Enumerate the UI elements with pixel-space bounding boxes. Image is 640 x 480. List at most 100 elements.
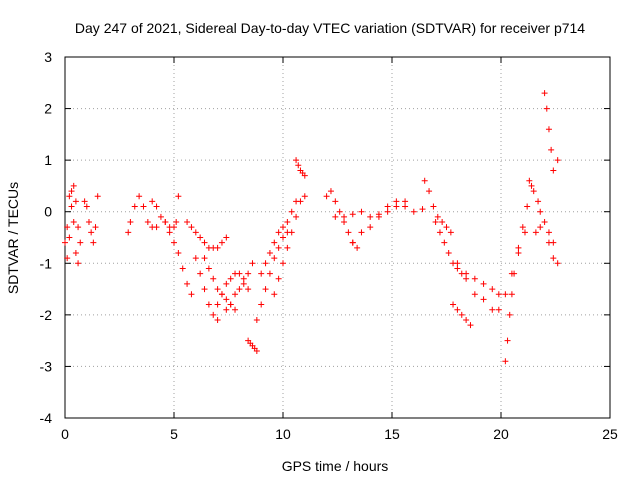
data-point: [223, 234, 230, 241]
data-point: [223, 306, 230, 313]
data-point: [153, 203, 160, 210]
y-axis-label: SDTVAR / TECUs: [5, 182, 21, 294]
series-arc-y: [502, 182, 535, 365]
data-point: [218, 291, 225, 298]
data-point: [521, 229, 528, 236]
data-point: [454, 260, 461, 267]
data-point: [554, 157, 561, 164]
data-point: [345, 229, 352, 236]
data-point: [92, 224, 99, 231]
data-point: [192, 229, 199, 236]
series-arc-aa: [532, 219, 557, 246]
data-point: [72, 198, 79, 205]
data-point: [495, 306, 502, 313]
data-point: [62, 239, 68, 246]
x-tick-label: 25: [602, 426, 618, 442]
data-point: [245, 286, 252, 293]
y-tick-label: 3: [44, 49, 52, 65]
series-arc-d: [125, 193, 160, 236]
data-point: [144, 219, 151, 226]
data-point: [275, 275, 282, 282]
data-point: [214, 286, 221, 293]
plot-frame: [64, 56, 611, 419]
series-arc-a: [62, 188, 82, 267]
data-point: [545, 229, 552, 236]
data-point: [192, 255, 199, 262]
data-point: [66, 193, 73, 200]
data-point: [471, 275, 478, 282]
series-arc-c: [81, 193, 101, 246]
data-point: [253, 347, 260, 354]
data-point: [284, 219, 291, 226]
data-point: [463, 275, 470, 282]
data-point: [545, 126, 552, 133]
data-point: [236, 270, 243, 277]
data-point: [201, 239, 208, 246]
data-point: [543, 105, 550, 112]
data-point: [458, 311, 465, 318]
series-arc-q: [323, 188, 361, 251]
data-point: [495, 291, 502, 298]
data-point: [175, 193, 182, 200]
data-point: [393, 198, 400, 205]
series-arc-p: [293, 157, 308, 179]
data-point: [81, 198, 88, 205]
data-point: [201, 286, 208, 293]
series-arc-z: [526, 177, 544, 215]
series-arc-m: [253, 229, 291, 324]
data-point: [201, 255, 208, 262]
grid-lines: [65, 57, 610, 418]
data-point: [554, 260, 561, 267]
series-arc-n: [258, 198, 300, 277]
data-point: [253, 317, 260, 324]
data-point: [70, 182, 77, 189]
data-point: [384, 203, 391, 210]
series-arc-g: [184, 219, 230, 251]
series-arc-h: [192, 255, 221, 324]
data-point: [301, 172, 308, 179]
data-point: [271, 255, 278, 262]
chart-title: Day 247 of 2021, Sidereal Day-to-day VTE…: [75, 20, 585, 36]
data-point: [524, 203, 531, 210]
data-point: [284, 244, 291, 251]
data-point: [275, 244, 282, 251]
data-point: [443, 224, 450, 231]
data-point: [197, 234, 204, 241]
data-point: [535, 198, 542, 205]
data-point: [262, 286, 269, 293]
data-point: [332, 213, 339, 220]
data-point: [402, 198, 409, 205]
data-point: [519, 224, 526, 231]
data-point: [393, 203, 400, 210]
data-point: [218, 239, 225, 246]
data-point: [149, 198, 156, 205]
data-point: [530, 188, 537, 195]
data-point: [548, 146, 555, 153]
data-point: [131, 203, 138, 210]
data-point: [205, 301, 212, 308]
data-points: [62, 90, 561, 365]
data-point: [467, 322, 474, 329]
axis-ticks: 0 5 10 15 20 25 -4 -3 -2 -1 0 1 2 3: [40, 49, 618, 442]
data-point: [280, 234, 286, 241]
data-point: [72, 249, 79, 256]
data-point: [349, 239, 356, 246]
data-point: [349, 211, 356, 218]
data-point: [240, 280, 247, 287]
data-point: [480, 296, 487, 303]
data-point: [550, 167, 557, 174]
data-point: [432, 219, 439, 226]
data-point: [504, 337, 511, 344]
data-point: [83, 203, 90, 210]
data-point: [441, 239, 448, 246]
data-point: [439, 219, 446, 226]
data-point: [232, 306, 239, 313]
data-point: [421, 177, 428, 184]
series-arc-x: [471, 229, 528, 313]
series-arc-b: [64, 182, 84, 262]
data-point: [454, 306, 461, 313]
data-point: [537, 208, 544, 215]
data-point: [262, 260, 269, 267]
data-point: [526, 177, 533, 184]
data-point: [288, 208, 295, 215]
